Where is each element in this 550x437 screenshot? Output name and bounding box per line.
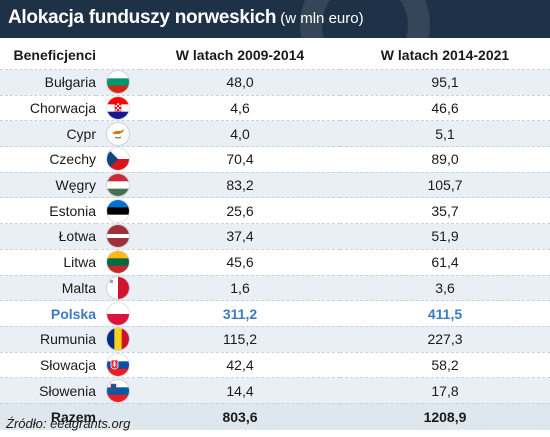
total-2014-2021: 1208,9 — [340, 402, 550, 430]
value-2014-2021: 411,5 — [340, 300, 550, 327]
value-2014-2021: 227,3 — [340, 325, 550, 353]
table-row: Węgry 83,2 105,7 — [0, 171, 550, 198]
value-2014-2021: 89,0 — [340, 146, 550, 173]
country-name: Polska — [0, 300, 96, 327]
country-name: Cypr — [0, 120, 96, 147]
table-row: Rumunia 115,2 227,3 — [0, 325, 550, 353]
table-row: Czechy 70,4 89,0 — [0, 146, 550, 173]
estonia-flag-icon — [107, 199, 129, 222]
value-2014-2021: 35,7 — [340, 197, 550, 224]
value-2014-2021: 105,7 — [340, 171, 550, 198]
flag-cell — [96, 171, 140, 198]
slovakia-flag-icon — [107, 353, 129, 376]
value-2009-2014: 25,6 — [140, 197, 340, 224]
country-name: Malta — [0, 274, 96, 301]
flag-cell — [96, 197, 140, 224]
flag-cell — [96, 300, 140, 327]
table-row: Łotwa 37,4 51,9 — [0, 223, 550, 250]
table-row: Chorwacja 4,6 46,6 — [0, 94, 550, 121]
table-row: Cypr 4,0 5,1 — [0, 120, 550, 147]
value-2014-2021: 95,1 — [340, 69, 550, 96]
value-2014-2021: 61,4 — [340, 248, 550, 275]
total-label: Razem — [0, 402, 96, 430]
table-row: Polska 311,2 411,5 — [0, 300, 550, 327]
slovenia-flag-icon — [107, 379, 129, 402]
total-2009-2014: 803,6 — [140, 402, 340, 430]
country-name: Czechy — [0, 146, 96, 173]
title-unit: (w mln euro) — [280, 10, 364, 27]
malta-flag-icon — [107, 276, 129, 299]
value-2009-2014: 42,4 — [140, 351, 340, 378]
flag-cell — [96, 223, 140, 250]
flag-cell — [96, 94, 140, 121]
value-2009-2014: 311,2 — [140, 300, 340, 327]
total-row: Razem 803,6 1208,9 — [0, 402, 550, 430]
cyprus-flag-icon — [107, 122, 129, 145]
table-row: Estonia 25,6 35,7 — [0, 197, 550, 224]
flag-cell — [96, 325, 140, 353]
romania-flag-icon — [107, 328, 129, 351]
country-name: Estonia — [0, 197, 96, 224]
column-header-flag — [96, 40, 140, 70]
country-name: Litwa — [0, 248, 96, 275]
value-2009-2014: 45,6 — [140, 248, 340, 275]
value-2009-2014: 1,6 — [140, 274, 340, 301]
latvia-flag-icon — [107, 225, 129, 248]
table-body: Bułgaria 48,0 95,1 Chorwacja 4,6 46,6 Cypr 4,0 5… — [0, 69, 550, 430]
watermark-logo — [300, 0, 430, 38]
lithuania-flag-icon — [107, 251, 129, 274]
country-name: Słowenia — [0, 377, 96, 404]
total-flag-cell — [96, 402, 140, 430]
value-2014-2021: 46,6 — [340, 94, 550, 121]
value-2014-2021: 3,6 — [340, 274, 550, 301]
column-header-2014-2021: W latach 2014-2021 — [340, 40, 550, 70]
column-header-beneficiaries: Beneficjenci — [0, 40, 96, 70]
country-name: Bułgaria — [0, 69, 96, 96]
table-row: Bułgaria 48,0 95,1 — [0, 69, 550, 96]
country-name: Węgry — [0, 171, 96, 198]
flag-cell — [96, 274, 140, 301]
title-bar: Alokacja funduszy norweskich (w mln euro) — [0, 0, 550, 38]
column-header-2009-2014: W latach 2009-2014 — [140, 40, 340, 70]
table-row: Słowenia 14,4 17,8 — [0, 377, 550, 404]
value-2014-2021: 51,9 — [340, 223, 550, 250]
flag-cell — [96, 146, 140, 173]
allocation-table: Beneficjenci W latach 2009-2014 W latach… — [0, 40, 550, 430]
value-2014-2021: 58,2 — [340, 351, 550, 378]
croatia-flag-icon — [107, 97, 129, 120]
value-2009-2014: 14,4 — [140, 377, 340, 404]
chart-title: Alokacja funduszy norweskich (w mln euro) — [8, 7, 364, 29]
table-row: Litwa 45,6 61,4 — [0, 248, 550, 275]
value-2009-2014: 70,4 — [140, 146, 340, 173]
czechia-flag-icon — [107, 148, 129, 171]
value-2009-2014: 48,0 — [140, 69, 340, 96]
value-2009-2014: 83,2 — [140, 171, 340, 198]
country-name: Łotwa — [0, 223, 96, 250]
poland-flag-icon — [107, 302, 129, 325]
country-name: Chorwacja — [0, 94, 96, 121]
flag-cell — [96, 351, 140, 378]
country-name: Rumunia — [0, 325, 96, 353]
value-2009-2014: 37,4 — [140, 223, 340, 250]
value-2009-2014: 4,6 — [140, 94, 340, 121]
value-2009-2014: 115,2 — [140, 325, 340, 353]
title-main: Alokacja funduszy norweskich — [8, 7, 277, 28]
table-header-row: Beneficjenci W latach 2009-2014 W latach… — [0, 40, 550, 70]
flag-cell — [96, 69, 140, 96]
value-2014-2021: 17,8 — [340, 377, 550, 404]
value-2014-2021: 5,1 — [340, 120, 550, 147]
flag-cell — [96, 377, 140, 404]
bulgaria-flag-icon — [107, 71, 129, 94]
country-name: Słowacja — [0, 351, 96, 378]
table-row: Malta 1,6 3,6 — [0, 274, 550, 301]
flag-cell — [96, 248, 140, 275]
source-note: Źródło: eeagrants.org — [6, 416, 131, 431]
hungary-flag-icon — [107, 174, 129, 197]
table-row: Słowacja 42,4 58,2 — [0, 351, 550, 378]
value-2009-2014: 4,0 — [140, 120, 340, 147]
flag-cell — [96, 120, 140, 147]
